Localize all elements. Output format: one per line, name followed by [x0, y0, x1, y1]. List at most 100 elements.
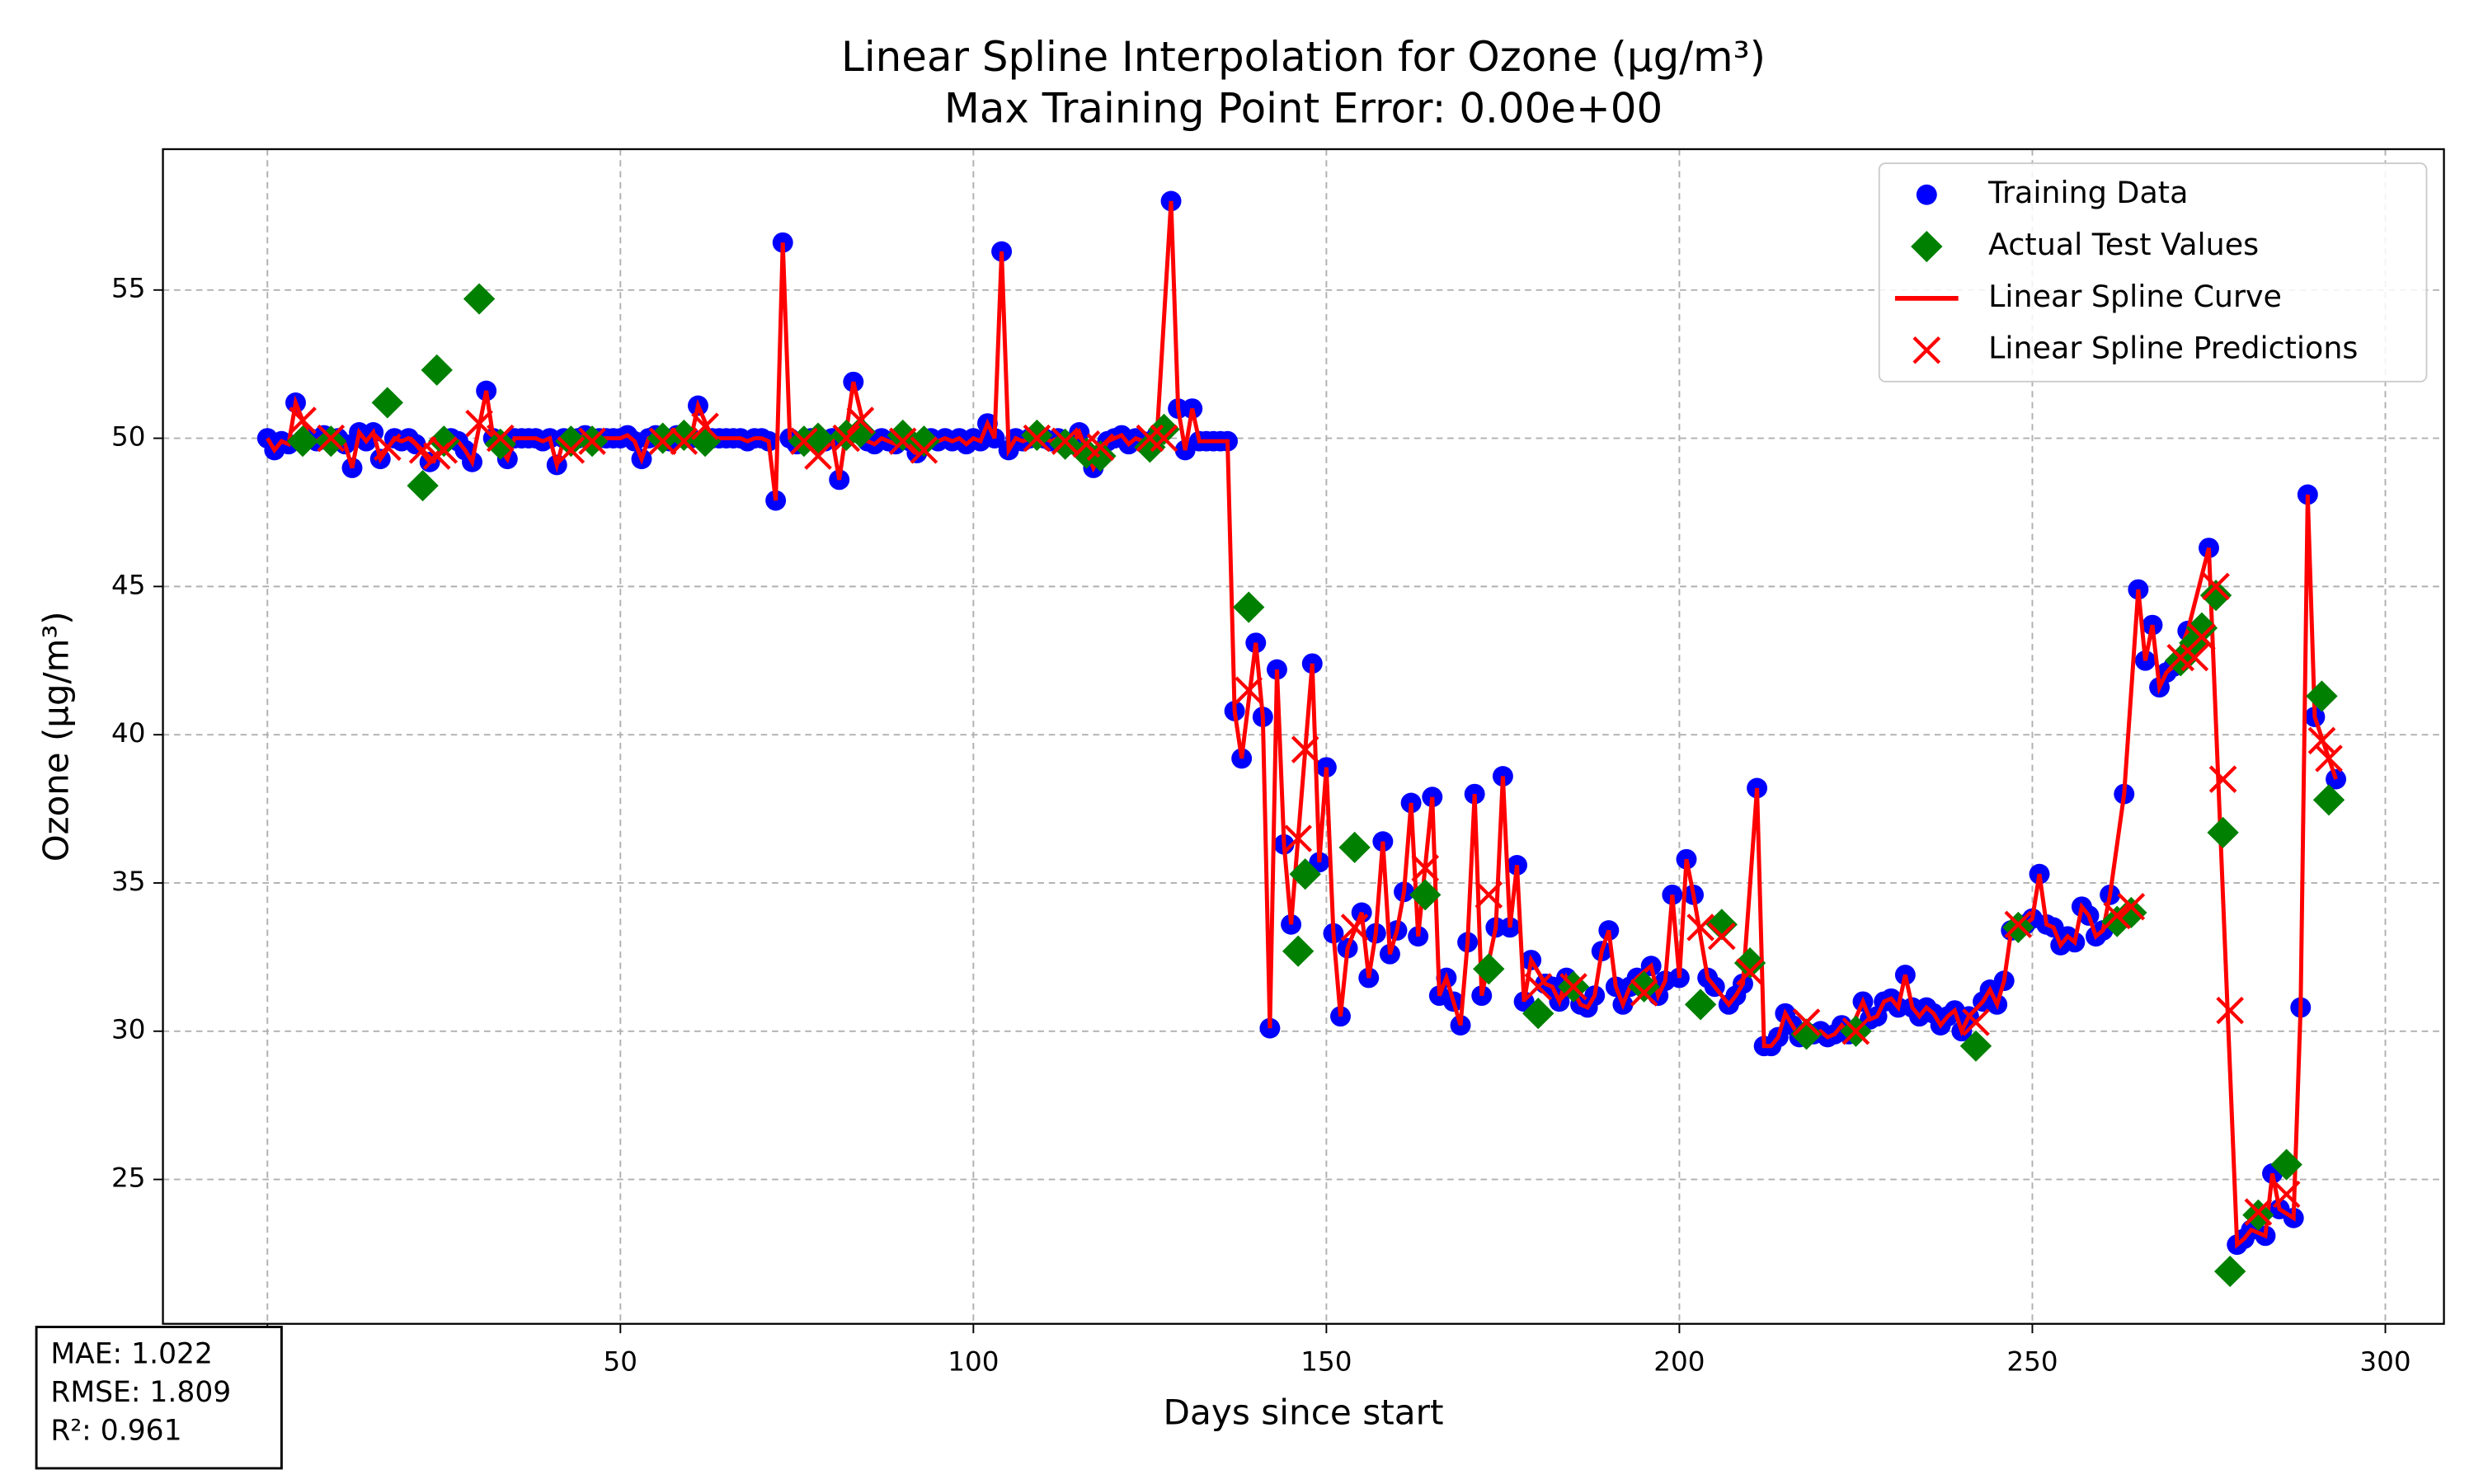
- metric-text: MAE: 1.022: [50, 1337, 213, 1370]
- test-point: [2199, 580, 2232, 612]
- test-point: [1684, 989, 1717, 1021]
- prediction-point: [1792, 1008, 1821, 1036]
- chart-title: Linear Spline Interpolation for Ozone (µ…: [841, 33, 1766, 81]
- prediction-point: [486, 424, 515, 453]
- x-tick-label: 250: [2006, 1345, 2058, 1377]
- test-point: [421, 354, 453, 386]
- metric-text: RMSE: 1.809: [50, 1376, 231, 1409]
- prediction-point: [648, 427, 677, 455]
- legend-label: Linear Spline Predictions: [1988, 331, 2358, 366]
- prediction-point: [465, 409, 493, 438]
- metric-text: R²: 0.961: [50, 1415, 181, 1448]
- axes-frame: [162, 148, 2445, 1325]
- prediction-point: [1023, 424, 1051, 453]
- spline-curve: [266, 200, 2338, 1249]
- prediction-point: [846, 406, 875, 434]
- prediction-point: [2307, 726, 2336, 755]
- prediction-point: [408, 436, 437, 464]
- test-point: [1233, 591, 1265, 623]
- prediction-point: [317, 424, 346, 453]
- test-point: [2213, 1256, 2246, 1288]
- legend-marker: [1916, 184, 1937, 205]
- y-axis-label: Ozone (µg/m³): [35, 611, 76, 862]
- test-point: [1628, 970, 1660, 1003]
- legend: Training Data Actual Test Values Linear Sp…: [1878, 162, 2428, 383]
- prediction-point: [1411, 854, 1440, 882]
- prediction-point: [670, 427, 698, 455]
- prediction-point: [289, 406, 317, 434]
- x-tick-label: 50: [604, 1345, 637, 1377]
- prediction-point: [832, 424, 861, 453]
- prediction-point: [804, 442, 832, 470]
- prediction-point: [2180, 643, 2209, 672]
- test-point: [1959, 1030, 1992, 1062]
- test-point: [908, 425, 940, 458]
- prediction-point: [1284, 824, 1312, 852]
- prediction-point: [1559, 973, 1587, 1001]
- chart-subtitle: Max Training Point Error: 0.00e+00: [944, 85, 1663, 133]
- test-point: [463, 283, 496, 315]
- metrics: MAE: 1.022 RMSE: 1.809 R²: 0.961: [50, 1337, 231, 1447]
- test-point: [1289, 858, 1321, 890]
- test-point: [428, 425, 460, 458]
- prediction-point: [1630, 979, 1658, 1007]
- test-point: [1409, 879, 1442, 911]
- prediction-point: [1707, 922, 1736, 951]
- prediction-point: [2315, 744, 2343, 773]
- prediction-point: [1291, 735, 1319, 763]
- test-point: [1338, 831, 1371, 863]
- test-point: [844, 416, 877, 448]
- prediction-point: [2004, 910, 2033, 939]
- prediction-point: [1524, 973, 1553, 1001]
- x-tick-label: 300: [2359, 1345, 2411, 1377]
- test-point: [2306, 680, 2338, 712]
- test-point: [2207, 816, 2239, 848]
- test-point: [1282, 935, 1315, 967]
- prediction-point: [2188, 622, 2216, 651]
- test-point: [2242, 1199, 2274, 1231]
- y-tick-label: 55: [111, 273, 145, 304]
- legend-marker: [1912, 336, 1941, 364]
- prediction-point: [2244, 1198, 2273, 1226]
- test-point: [407, 470, 439, 502]
- prediction-point: [1475, 881, 1503, 909]
- prediction-point: [1136, 424, 1164, 453]
- test-point: [1733, 947, 1766, 979]
- x-tick-label: 200: [1653, 1345, 1705, 1377]
- legend-box: [1878, 162, 2428, 383]
- test-point: [2312, 784, 2345, 816]
- legend-label: Training Data: [1987, 175, 2188, 210]
- prediction-point: [578, 427, 606, 455]
- prediction-point: [1962, 1008, 1990, 1036]
- test-point: [2185, 612, 2218, 644]
- test-point: [286, 425, 319, 458]
- prediction-point: [1086, 433, 1115, 462]
- prediction-point: [2202, 572, 2230, 601]
- y-tick-label: 30: [111, 1014, 145, 1045]
- prediction-point: [1736, 958, 1764, 986]
- test-point: [371, 387, 403, 419]
- legend-marker: [1911, 231, 1943, 263]
- x-tick-label: 150: [1300, 1345, 1352, 1377]
- prediction-point: [1340, 913, 1369, 942]
- test-point: [2270, 1148, 2302, 1181]
- prediction-point: [1841, 1017, 1870, 1045]
- legend-label: Linear Spline Curve: [1988, 279, 2282, 314]
- test-point: [2002, 911, 2034, 943]
- prediction-point: [373, 433, 402, 462]
- prediction-point: [2208, 765, 2237, 793]
- prediction-point: [557, 436, 586, 464]
- prediction-point: [910, 436, 938, 464]
- prediction-point: [2103, 901, 2132, 930]
- prediction-point: [2272, 1180, 2301, 1209]
- y-tick-label: 25: [111, 1162, 145, 1194]
- prediction-point: [1686, 913, 1714, 942]
- prediction-point: [430, 436, 459, 464]
- prediction-point: [1235, 676, 1263, 704]
- test-point: [1021, 419, 1053, 452]
- test-point: [1473, 953, 1505, 985]
- prediction-point: [888, 427, 917, 455]
- prediction-point: [1150, 424, 1178, 453]
- y-tick-label: 35: [111, 866, 145, 897]
- x-axis-label: Days since start: [1164, 1392, 1444, 1433]
